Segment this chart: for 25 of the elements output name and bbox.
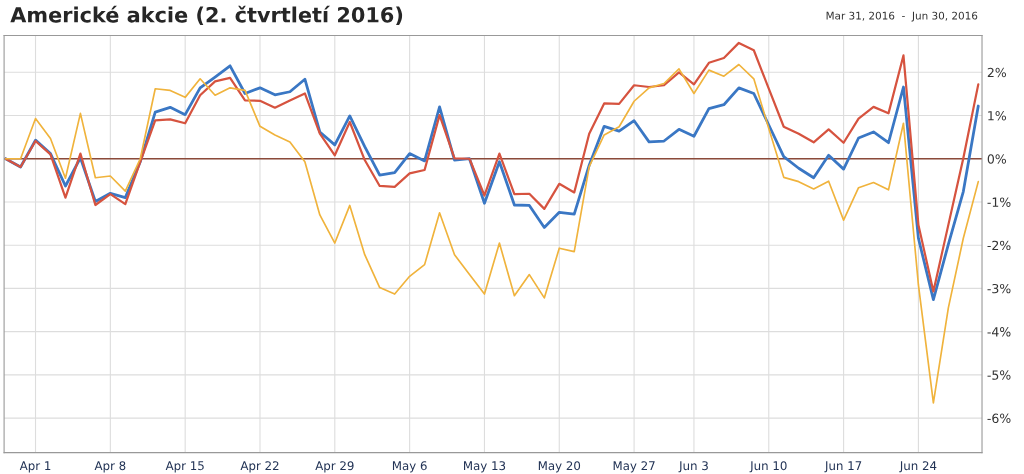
x-tick-label: Apr 29 xyxy=(315,461,354,473)
y-tick-label: -3% xyxy=(987,283,1011,294)
x-tick-label: May 13 xyxy=(464,461,506,473)
y-tick-label: 2% xyxy=(987,67,1007,78)
x-tick-label: Jun 24 xyxy=(899,461,937,473)
line-series xyxy=(4,63,980,404)
y-tick-label: -1% xyxy=(987,197,1011,207)
y-tick-label: 1% xyxy=(988,110,1007,121)
x-tick-label: May 20 xyxy=(538,461,581,473)
y-tick-label: -2% xyxy=(987,240,1011,251)
x-tick-label: May 27 xyxy=(613,461,655,473)
x-tick-label: Jun 3 xyxy=(678,461,708,473)
y-tick-label: -6% xyxy=(987,413,1011,424)
x-tick-label: Apr 15 xyxy=(165,461,204,473)
chart-title: Americké akcie (2. čtvrtletí 2016) xyxy=(10,5,403,26)
text: Mar 31, 2016 - Jun 30, 2016 xyxy=(826,11,978,22)
x-tick-label: Apr 22 xyxy=(240,461,279,473)
y-tick-label: -4% xyxy=(987,327,1011,337)
y-tick-label: 0% xyxy=(987,154,1007,164)
x-tick-label: Jun 17 xyxy=(824,461,862,473)
x-tick-label: May 6 xyxy=(392,461,427,473)
y-tick-label: -5% xyxy=(987,370,1011,380)
x-tick-label: Apr 1 xyxy=(19,461,51,473)
x-tick-label: Apr 8 xyxy=(94,461,126,473)
x-tick-label: Jun 10 xyxy=(749,461,787,473)
